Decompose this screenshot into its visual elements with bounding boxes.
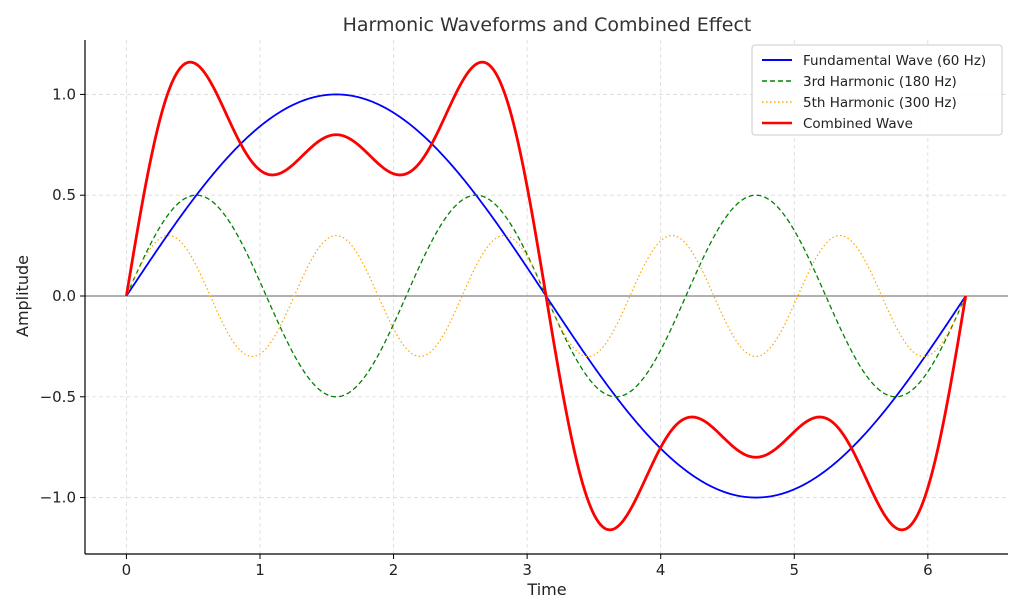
ticks: 0 1 2 3 4 5 6 −1.0 −0.5 0.0 0.5 1.0 (40, 85, 933, 579)
y-tick-label: 1.0 (52, 85, 76, 103)
x-axis-title: Time (526, 580, 566, 599)
legend-box (751, 44, 1003, 136)
series-line-3 (125, 234, 967, 358)
legend-label: Combined Wave (803, 116, 913, 132)
y-tick-label: 0.5 (52, 186, 76, 204)
y-tick-label: −0.5 (40, 388, 76, 406)
x-tick-label: 1 (255, 561, 265, 579)
x-tick-label: 0 (122, 561, 132, 579)
x-tick-label: 6 (923, 561, 933, 579)
y-axis-title: Amplitude (13, 255, 32, 337)
x-tick-label: 3 (522, 561, 532, 579)
x-tick-label: 5 (790, 561, 800, 579)
plot-area (125, 60, 968, 532)
legend-label: Fundamental Wave (60 Hz) (803, 53, 986, 69)
x-tick-label: 4 (656, 561, 666, 579)
x-tick-label: 2 (389, 561, 399, 579)
chart-title: Harmonic Waveforms and Combined Effect (343, 14, 752, 36)
series-line-4 (125, 60, 968, 532)
legend-label: 3rd Harmonic (180 Hz) (803, 74, 957, 90)
y-tick-label: −1.0 (40, 489, 76, 507)
legend-label: 5th Harmonic (300 Hz) (803, 95, 957, 111)
y-tick-label: 0.0 (52, 287, 76, 305)
axes (84, 40, 1008, 555)
legend: Fundamental Wave (60 Hz) 3rd Harmonic (18… (751, 44, 1003, 136)
